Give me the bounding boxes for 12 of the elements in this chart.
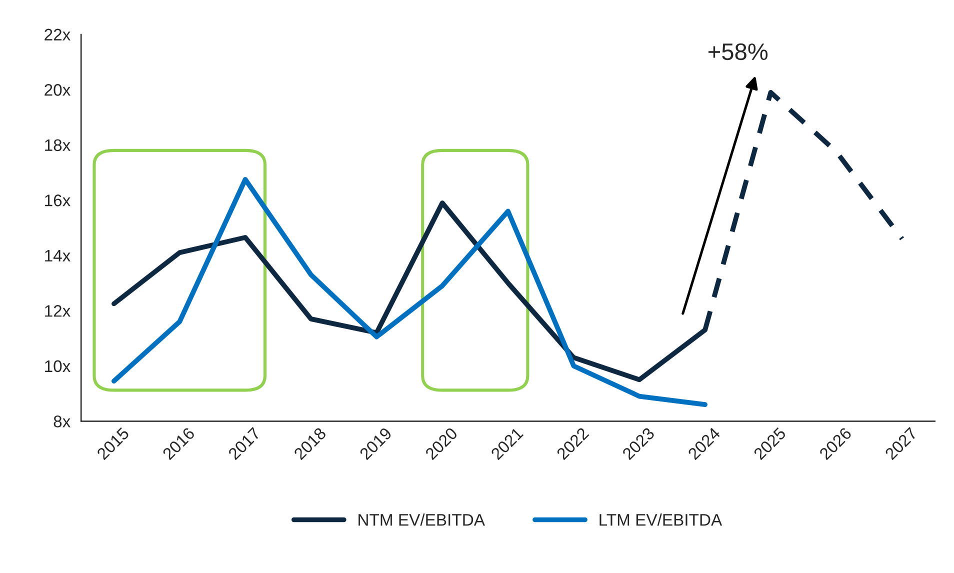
legend-label: NTM EV/EBITDA (358, 514, 485, 526)
legend-label: LTM EV/EBITDA (600, 514, 722, 526)
y-tick-label: 14x (45, 250, 70, 262)
line-series (112, 176, 708, 408)
y-tick-label: 20x (44, 84, 70, 96)
y-tick-label: 18x (45, 139, 70, 152)
y-tick-label: 22x (44, 28, 70, 40)
annotation: +58% (708, 43, 768, 60)
y-tick-label: 12x (45, 305, 70, 317)
y-tick-label: 16x (45, 194, 70, 206)
y-tick-label: 10x (45, 360, 70, 372)
y-tick-label: 8x (54, 416, 70, 428)
